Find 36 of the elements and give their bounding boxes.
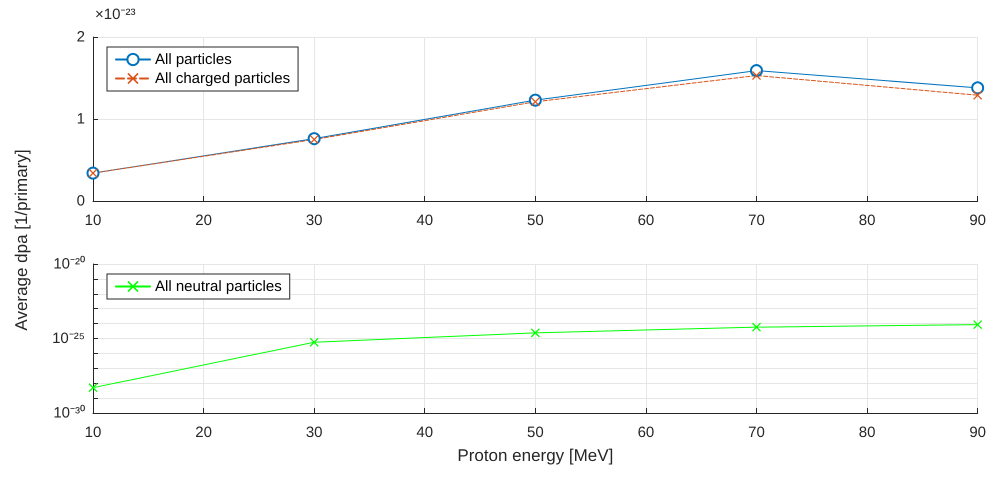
y-tick-label: 10⁻²⁵ [52,330,85,347]
legend-label: All neutral particles [155,278,282,295]
point [752,322,761,332]
legend-label: All charged particles [155,70,290,87]
point [973,320,982,330]
y-tick-label: 0 [76,192,85,210]
point [88,383,98,392]
point [973,90,982,100]
x-tick-label: 80 [858,424,876,441]
y-tick-label: 1 [76,110,85,128]
x-tick-label: 10 [84,424,102,441]
point [971,81,984,94]
legend-label: All particles [155,51,232,68]
x-tick-label: 30 [306,424,323,441]
x-tick-label: 40 [416,212,434,229]
x-tick-label: 10 [84,212,102,229]
x-tick-label: 80 [858,212,876,229]
x-tick-label: 50 [526,212,544,229]
y-tick-label: 10⁻³⁰ [53,404,85,422]
x-tick-label: 90 [969,212,986,229]
x-tick-label: 40 [416,424,434,441]
x-tick-label: 70 [748,424,765,441]
x-axis-title: Proton energy [MeV] [457,446,614,465]
point [530,328,540,338]
x-tick-label: 60 [638,212,654,229]
x-tick-label: 70 [748,212,765,229]
y-tick-label: 10⁻²⁰ [53,256,85,272]
x-tick-label: 90 [969,424,986,441]
x-tick-label: 30 [306,212,323,229]
x-tick-label: 60 [638,424,654,441]
x-tick-label: 50 [526,424,544,441]
x-tick-label: 20 [195,424,212,441]
y-tick-label: 2 [76,28,85,46]
y-axis-title: Average dpa [1/primary] [12,149,32,331]
text: ×10⁻²³ [95,6,136,23]
x-tick-label: 20 [195,212,212,229]
